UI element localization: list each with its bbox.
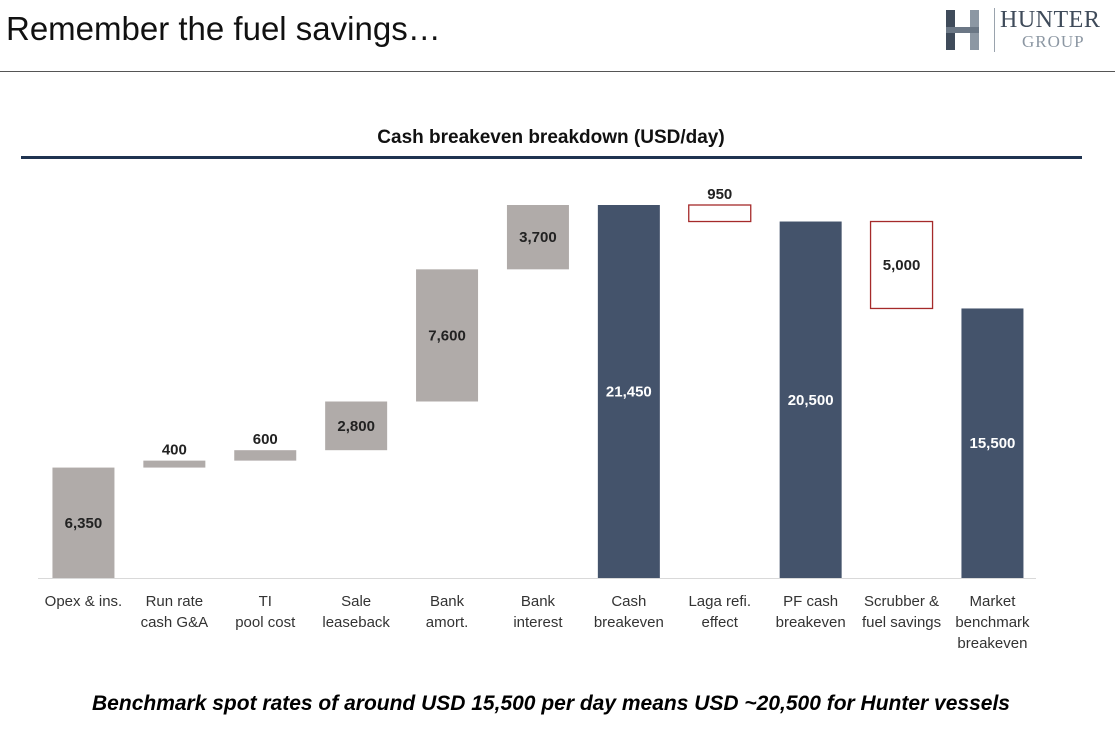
- data-label-2: 400: [162, 442, 187, 459]
- bar-4: [325, 401, 388, 451]
- category-label-3-line-2: pool cost: [235, 614, 296, 631]
- hunter-logo-mark-icon: [946, 10, 979, 50]
- category-label-4-line-1: Sale: [341, 593, 371, 610]
- bar-10: [869, 220, 934, 310]
- data-label-7: 21,450: [606, 384, 652, 401]
- bar-3: [234, 450, 297, 461]
- category-label-11-line-3: breakeven: [957, 635, 1027, 652]
- data-label-6: 3,700: [519, 229, 557, 246]
- category-label-10-line-1: Scrubber &: [864, 593, 939, 610]
- category-label-4-line-2: leaseback: [322, 614, 390, 631]
- logo-separator: [994, 8, 995, 52]
- data-label-4: 2,800: [337, 418, 375, 435]
- data-label-1: 6,350: [65, 515, 103, 532]
- bar-9: [779, 221, 842, 578]
- category-label-11-line-2: benchmark: [955, 614, 1030, 631]
- bar-1: [52, 467, 115, 578]
- logo-name-bottom: GROUP: [1022, 32, 1085, 51]
- hunter-group-logo: HUNTER GROUP: [944, 6, 1110, 54]
- slide-title: Remember the fuel savings…: [6, 10, 441, 47]
- bar-2: [143, 460, 206, 468]
- data-label-10: 5,000: [883, 257, 921, 274]
- bar-7: [597, 205, 660, 578]
- category-label-5-line-1: Bank: [430, 593, 465, 610]
- data-label-8: 950: [707, 186, 732, 203]
- category-label-11-line-1: Market: [970, 593, 1017, 610]
- data-label-3: 600: [253, 431, 278, 448]
- category-label-6-line-2: interest: [513, 614, 563, 631]
- category-label-7-line-1: Cash: [611, 593, 646, 610]
- category-label-3-line-1: TI: [259, 593, 272, 610]
- category-label-9-line-2: breakeven: [776, 614, 846, 631]
- footer-note: Benchmark spot rates of around USD 15,50…: [92, 692, 1010, 715]
- category-label-6-line-1: Bank: [521, 593, 556, 610]
- category-label-7-line-2: breakeven: [594, 614, 664, 631]
- category-label-8-line-2: effect: [702, 614, 739, 631]
- category-label-9-line-1: PF cash: [783, 593, 838, 610]
- bar-6: [506, 205, 569, 270]
- category-label-1-line-1: Opex & ins.: [45, 593, 123, 610]
- category-label-10-line-2: fuel savings: [862, 614, 941, 631]
- chart-title: Cash breakeven breakdown (USD/day): [377, 127, 725, 148]
- category-label-2-line-1: Run rate: [146, 593, 204, 610]
- data-label-11: 15,500: [970, 435, 1016, 452]
- data-label-9: 20,500: [788, 392, 834, 409]
- bar-5: [416, 269, 479, 402]
- category-label-5-line-2: amort.: [426, 614, 469, 631]
- bar-8: [688, 204, 752, 223]
- header-divider: [0, 71, 1115, 72]
- chart-title-rule: [21, 156, 1082, 159]
- category-label-8-line-1: Laga refi.: [688, 593, 751, 610]
- data-label-5: 7,600: [428, 327, 466, 344]
- bar-11: [961, 308, 1024, 578]
- category-label-2-line-2: cash G&A: [141, 614, 209, 631]
- logo-name-top: HUNTER: [1000, 7, 1101, 33]
